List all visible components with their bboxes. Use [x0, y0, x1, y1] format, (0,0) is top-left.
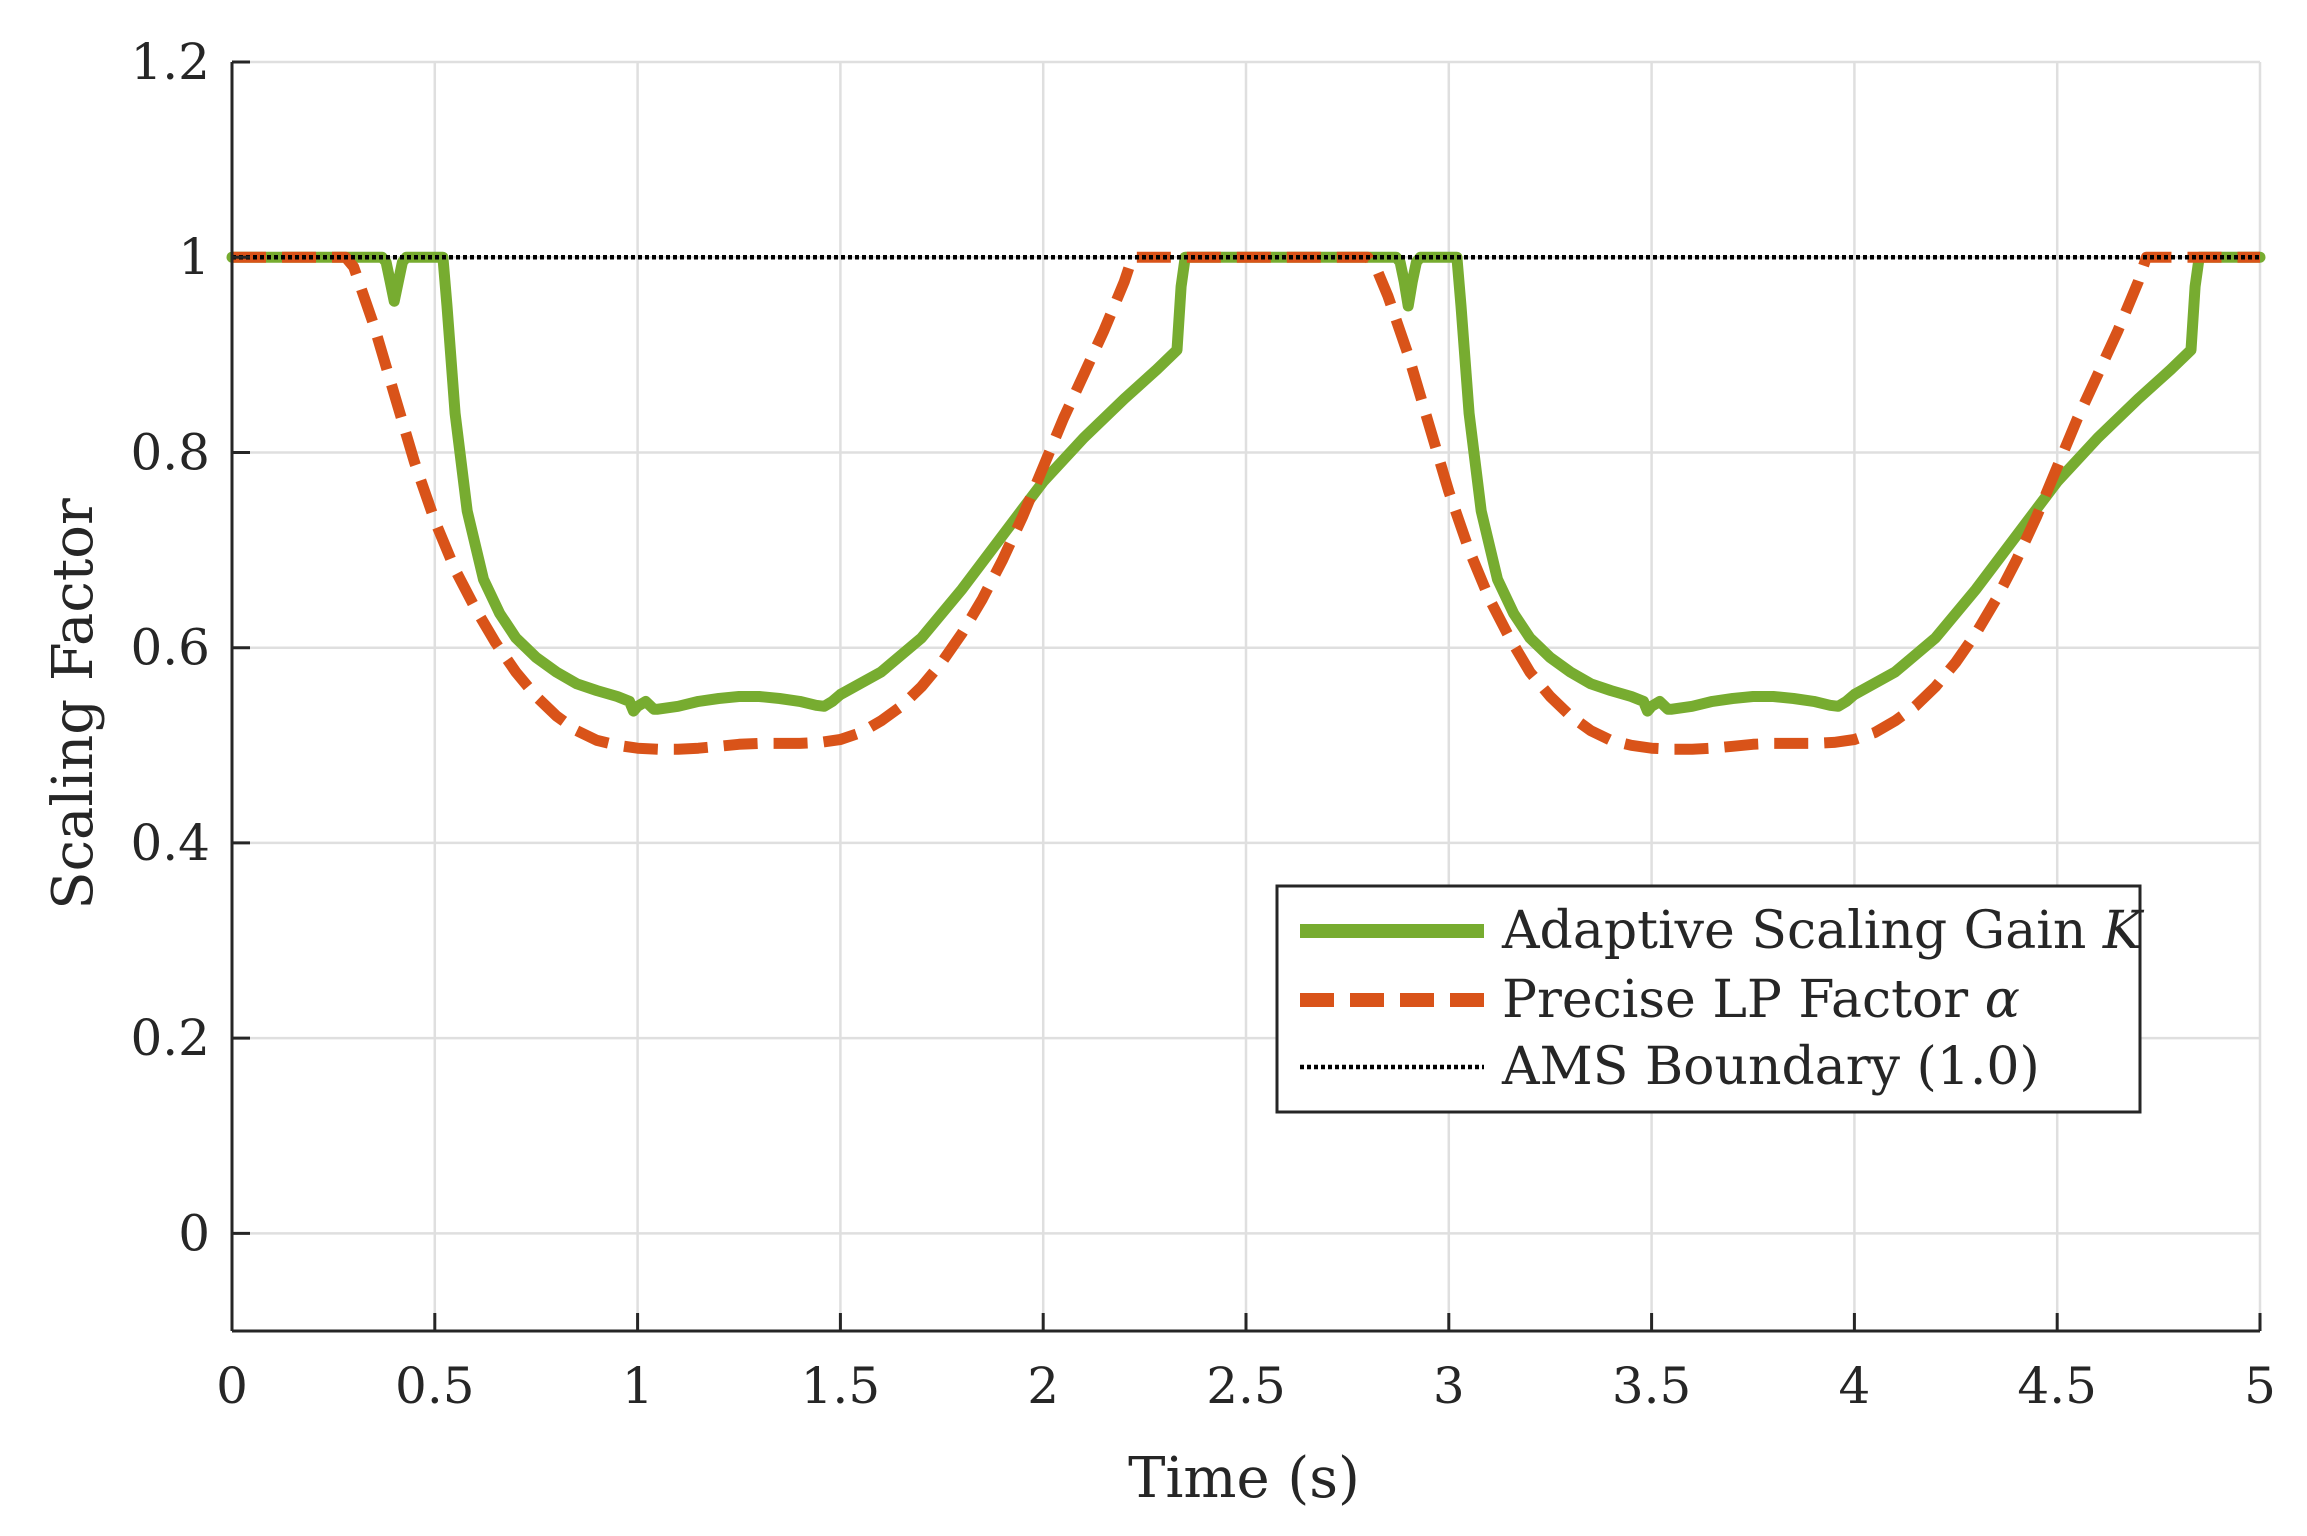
y-axis-label: Scaling Factor	[41, 498, 106, 910]
y-tick-label-4: 0.8	[130, 423, 210, 481]
x-tick-label-8: 4	[1838, 1357, 1870, 1415]
y-tick-label-5: 1	[178, 228, 210, 286]
y-tick-label-2: 0.4	[130, 814, 210, 872]
x-tick-label-1: 0.5	[395, 1357, 475, 1415]
y-axis-ticks: 0 0.2 0.4 0.6 0.8 1 1.2	[130, 33, 250, 1262]
y-tick-label-1: 0.2	[130, 1009, 210, 1067]
legend-label-precise-lp-factor: Precise LP Factor α	[1502, 970, 2020, 1030]
y-tick-label-0: 0	[178, 1204, 210, 1262]
x-tick-label-4: 2	[1027, 1357, 1059, 1415]
x-tick-label-7: 3.5	[1612, 1357, 1692, 1415]
x-axis-label: Time (s)	[1128, 1446, 1360, 1511]
x-tick-label-5: 2.5	[1206, 1357, 1286, 1415]
x-tick-label-2: 1	[622, 1357, 654, 1415]
legend-label-adaptive-scaling-gain: Adaptive Scaling Gain K	[1501, 901, 2145, 961]
y-tick-label-3: 0.6	[130, 619, 210, 677]
x-axis-ticks: 0 0.5 1 1.5 2 2.5 3 3.5 4 4.5 5	[216, 1313, 2276, 1415]
x-tick-label-9: 4.5	[2017, 1357, 2097, 1415]
x-tick-label-6: 3	[1433, 1357, 1465, 1415]
x-tick-label-0: 0	[216, 1357, 248, 1415]
y-tick-label-6: 1.2	[130, 33, 210, 91]
legend: Adaptive Scaling Gain K Precise LP Facto…	[1275, 884, 2145, 1114]
x-tick-label-10: 5	[2244, 1357, 2276, 1415]
legend-label-ams-boundary: AMS Boundary (1.0)	[1501, 1037, 2040, 1097]
x-tick-label-3: 1.5	[801, 1357, 881, 1415]
data-series	[226, 251, 2266, 755]
